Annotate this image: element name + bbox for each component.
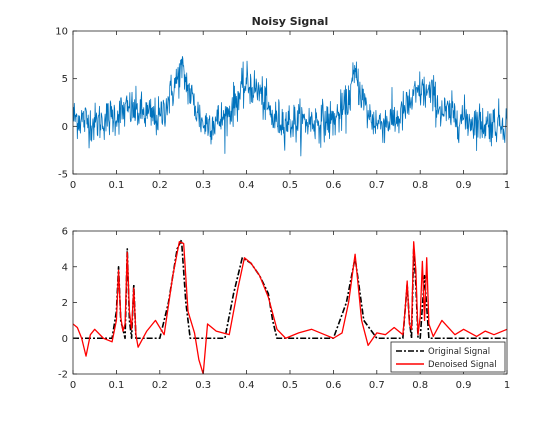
x-tick-label: 1	[504, 180, 510, 191]
bottom-axes: 0 0.1 0.2 0.3 0.4 0.5 0.6 0.7 0.8 0.9 1-20246Origi…	[58, 227, 510, 392]
x-tick-label: 0.9	[456, 180, 472, 191]
x-tick-label: 0	[70, 380, 76, 391]
x-tick-label: 0.7	[369, 180, 385, 191]
x-tick-label: 0.3	[195, 180, 211, 191]
x-tick-label: 0.2	[152, 180, 168, 191]
top-axes: 0 0.1 0.2 0.3 0.4 0.5 0.6 0.7 0.8 0.9 1-50510Noisy…	[55, 15, 510, 191]
y-tick-label: 6	[62, 227, 68, 238]
y-tick-label: 0	[62, 122, 68, 133]
series-line-denoised-signal	[73, 241, 507, 374]
x-tick-label: 0.8	[412, 180, 428, 191]
legend: Original Signal Denoised Signal	[390, 341, 506, 373]
plot-area	[73, 56, 507, 157]
y-tick-label: -5	[58, 170, 68, 181]
x-tick-label: 1	[504, 380, 510, 391]
y-tick-label: 4	[62, 262, 68, 273]
x-tick-label: 0.6	[325, 380, 341, 391]
x-tick-label: 0.9	[456, 380, 472, 391]
plot-area	[73, 239, 507, 374]
y-tick-label: 10	[55, 27, 68, 38]
x-tick-label: 0.7	[369, 380, 385, 391]
y-tick-label: 0	[62, 334, 68, 345]
x-tick-label: 0	[70, 180, 76, 191]
x-tick-label: 0.5	[282, 180, 298, 191]
y-tick-label: 2	[62, 298, 68, 309]
legend-box	[390, 341, 506, 373]
legend-label: Original Signal	[428, 347, 490, 357]
legend-label: Denoised Signal	[428, 360, 497, 370]
x-tick-label: 0.1	[108, 180, 124, 191]
chart-title: Noisy Signal	[252, 15, 329, 28]
x-tick-label: 0.6	[325, 180, 341, 191]
x-tick-label: 0.3	[195, 380, 211, 391]
x-tick-label: 0.2	[152, 380, 168, 391]
y-tick-label: 5	[62, 74, 68, 85]
series-line-noisy-0	[73, 56, 507, 157]
series-line-original-signal	[73, 239, 507, 340]
x-tick-label: 0.5	[282, 380, 298, 391]
x-tick-label: 0.1	[108, 380, 124, 391]
y-tick-label: -2	[58, 370, 68, 381]
x-tick-label: 0.4	[239, 380, 255, 391]
x-tick-label: 0.4	[239, 180, 255, 191]
x-tick-label: 0.8	[412, 380, 428, 391]
